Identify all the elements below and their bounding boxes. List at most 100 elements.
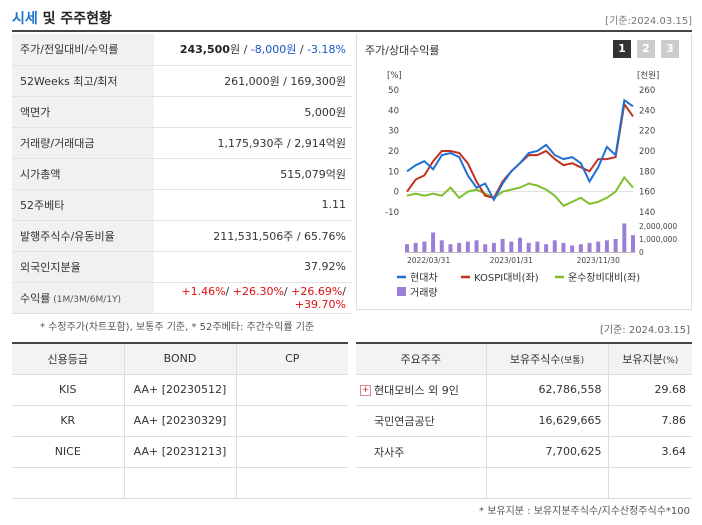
quote-value-part: 1,175,930주 / 2,914억원: [217, 136, 346, 150]
credit-header: CP: [236, 343, 348, 375]
credit-cell: KR: [12, 405, 125, 437]
legend-swatch: [397, 287, 406, 296]
quote-label-text: 외국인지분율: [20, 260, 81, 274]
section-title: 시세 및 주주현황: [12, 8, 112, 28]
quote-label-text: 거래량/거래대금: [20, 136, 95, 150]
quote-value: 261,000원 / 169,300원: [154, 65, 352, 97]
price-chart: [%] [천원] 50 260 40 240 30 220 20 200 10 180 0 160 -10 1…: [385, 70, 677, 299]
credit-cell: AA+ [20231213]: [124, 436, 237, 468]
quote-label-text: 수익률: [20, 291, 51, 305]
x-tick-label: 2022/03/31: [407, 256, 450, 265]
left-tick-label: 10: [388, 167, 399, 177]
quote-value-part: 515,079억원: [280, 167, 346, 181]
volume-bar: [431, 232, 436, 252]
chart-page-3-button[interactable]: 3: [661, 40, 679, 58]
credit-cell: [124, 467, 237, 499]
left-tick-label: 20: [388, 147, 399, 157]
quote-label-text: 액면가: [20, 105, 51, 119]
right-tick-label: 140: [639, 208, 655, 218]
chart-page-2-button[interactable]: 2: [637, 40, 655, 58]
legend-label: 거래량: [410, 287, 438, 299]
holder-shares: 7,700,625: [486, 436, 609, 468]
quote-label-period: (1M/3M/6M/1Y): [50, 294, 122, 305]
volume-bar: [526, 242, 531, 252]
footnote-left: * 수정주가(차트포함), 보통주 기준, * 52주베타: 주간수익률 기준: [40, 322, 315, 333]
holders-header-shares-unit: (보통): [560, 355, 585, 366]
quote-label: 액면가: [12, 96, 154, 128]
credit-cell: KIS: [12, 374, 125, 406]
legend-label: 현대차: [410, 272, 438, 284]
volume-bar: [509, 241, 514, 252]
quote-value: 211,531,506주 / 65.76%: [154, 220, 352, 252]
right-tick-label: 220: [639, 127, 655, 137]
volume-bar: [544, 244, 549, 252]
expand-plus-icon[interactable]: +: [360, 384, 371, 396]
quote-value-part: /: [283, 284, 292, 298]
holder-name[interactable]: + 현대모비스 외 9인: [356, 374, 487, 406]
holder-pct: 3.64: [608, 436, 692, 468]
kospi-line: [406, 101, 634, 199]
left-tick-label: 40: [388, 106, 399, 116]
volume-bar: [587, 242, 592, 252]
title-rest: 및 주주현황: [37, 11, 112, 27]
volume-bar: [483, 244, 488, 252]
volume-bar: [439, 240, 444, 252]
sector-line: [406, 175, 634, 208]
quote-label: 외국인지분율: [12, 251, 154, 283]
holder-pct: 29.68: [608, 374, 692, 406]
left-tick-label: 0: [394, 188, 399, 198]
quote-label-text: 52주베타: [20, 198, 65, 212]
quote-label: 발행주식수/유동비율: [12, 220, 154, 252]
quote-value-part: 211,531,506주 / 65.76%: [213, 229, 346, 243]
holder-row: + 현대모비스 외 9인 62,786,558 29.68: [356, 374, 692, 406]
quote-value-part: +1.46%: [181, 284, 226, 298]
quote-value-part: 37.92%: [304, 260, 346, 273]
volume-bar: [448, 244, 453, 252]
holder-name-text: 자사주: [374, 445, 405, 459]
title-highlight: 시세: [12, 11, 38, 27]
quote-label: 시가총액: [12, 158, 154, 190]
holders-header-pct-unit: (%): [662, 355, 679, 366]
quote-value-part: -3.18%: [307, 43, 346, 57]
reference-date: [기준:2024.03.15]: [605, 16, 692, 27]
credit-cell: [12, 467, 125, 499]
quote-row: 시가총액 515,079억원: [12, 158, 352, 190]
quote-value: 1,175,930주 / 2,914억원: [154, 127, 352, 159]
quote-row: 52Weeks 최고/최저 261,000원 / 169,300원: [12, 65, 352, 97]
volume-bar: [622, 223, 627, 252]
quote-value-part: +26.69%: [291, 284, 343, 298]
quote-value-part: 1.11: [321, 198, 347, 211]
credit-cell: AA+ [20230329]: [124, 405, 237, 437]
volume-bar: [491, 242, 496, 252]
chart-page-1-button[interactable]: 1: [613, 40, 631, 58]
quote-value-part: 243,500: [179, 43, 230, 57]
holder-shares: 16,629,665: [486, 405, 609, 437]
quote-row: 외국인지분율 37.92%: [12, 251, 352, 283]
quote-value-part: 원 /: [229, 43, 251, 57]
volume-bar: [518, 237, 522, 252]
quote-value-part: /: [342, 284, 346, 298]
volume-bar: [457, 242, 462, 252]
right-tick-label: 260: [639, 86, 655, 96]
volume-bar: [570, 245, 575, 252]
holder-shares: 62,786,558: [486, 374, 609, 406]
legend-label: 운수장비대비(좌): [568, 272, 640, 284]
quote-row: 52주베타 1.11: [12, 189, 352, 221]
quote-label-text: 시가총액: [20, 167, 61, 181]
holders-header-shares: 보유주식수(보통): [486, 343, 609, 375]
credit-header: BOND: [124, 343, 237, 375]
volume-bar: [561, 242, 566, 252]
holders-header-shares-label: 보유주식수: [509, 352, 561, 366]
holder-pct: [608, 467, 692, 499]
credit-cell: [236, 374, 348, 406]
holder-name-text: 현대모비스 외 9인: [374, 383, 459, 397]
holder-pct: 7.86: [608, 405, 692, 437]
holder-name: 자사주: [356, 436, 487, 468]
right-tick-label: 160: [639, 188, 655, 198]
quote-value: +1.46%/ +26.30%/ +26.69%/ +39.70%: [154, 282, 352, 314]
holder-name-text: 국민연금공단: [374, 414, 435, 428]
section-header: 시세 및 주주현황 [기준:2024.03.15]: [12, 6, 692, 32]
credit-cell: NICE: [12, 436, 125, 468]
quote-row: 액면가 5,000원: [12, 96, 352, 128]
